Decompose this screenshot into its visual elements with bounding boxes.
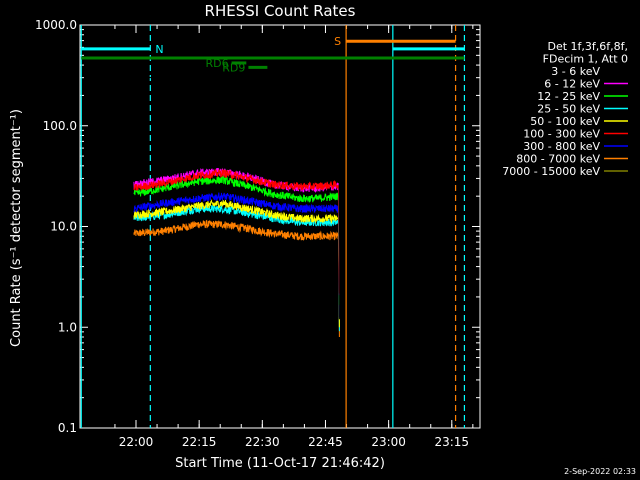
y-tick-label: 0.1	[58, 421, 77, 435]
series-25-50-kev	[133, 203, 340, 332]
legend: Det 1f,3f,6f,8f,FDecim 1, Att 03 - 6 keV…	[502, 40, 628, 178]
flag-label: RD9	[222, 61, 245, 74]
legend-label: 800 - 7000 keV	[516, 153, 600, 166]
legend-label: 300 - 800 keV	[523, 140, 600, 153]
x-tick-label: 22:45	[308, 435, 343, 449]
x-tick-label: 22:30	[245, 435, 280, 449]
y-tick-label: 10.0	[50, 220, 77, 234]
x-tick-label: 22:00	[119, 435, 154, 449]
x-axis-label: Start Time (11-Oct-17 21:46:42)	[175, 456, 385, 471]
series-50-100-kev	[133, 199, 340, 328]
x-tick-label: 23:15	[434, 435, 469, 449]
series-3-6-kev	[133, 76, 340, 320]
x-tick-label: 22:15	[182, 435, 217, 449]
legend-label: 6 - 12 keV	[544, 78, 600, 91]
legend-label: 100 - 300 keV	[523, 128, 600, 141]
y-axis: 0.1 1.0 10.0 100.0 1000.0	[35, 18, 480, 435]
series-300-800-kev	[133, 192, 340, 318]
legend-label: 25 - 50 keV	[537, 103, 600, 116]
x-tick-label: 23:00	[371, 435, 406, 449]
legend-header: FDecim 1, Att 0	[543, 53, 628, 66]
flag-label: S	[334, 35, 341, 48]
series-800-7000-kev	[133, 219, 340, 338]
legend-label: 12 - 25 keV	[537, 90, 600, 103]
legend-label: 50 - 100 keV	[530, 115, 600, 128]
series-group	[133, 76, 340, 338]
flag-label: RD6	[205, 57, 228, 70]
series-100-300-kev	[133, 168, 340, 294]
y-tick-label: 1000.0	[35, 18, 77, 32]
legend-label: 3 - 6 keV	[551, 65, 600, 78]
y-tick-label: 100.0	[43, 119, 77, 133]
legend-header: Det 1f,3f,6f,8f,	[547, 40, 628, 53]
legend-label: 7000 - 15000 keV	[502, 165, 600, 178]
footer-timestamp: 2-Sep-2022 02:33	[564, 467, 636, 476]
chart-title: RHESSI Count Rates	[205, 2, 356, 20]
y-tick-label: 1.0	[58, 320, 77, 334]
y-axis-label: Count Rate (s⁻¹ detector segment⁻¹)	[9, 109, 24, 347]
plot-frame	[79, 24, 481, 429]
flag-label: N	[155, 43, 163, 56]
series-12-25-kev	[133, 174, 340, 305]
